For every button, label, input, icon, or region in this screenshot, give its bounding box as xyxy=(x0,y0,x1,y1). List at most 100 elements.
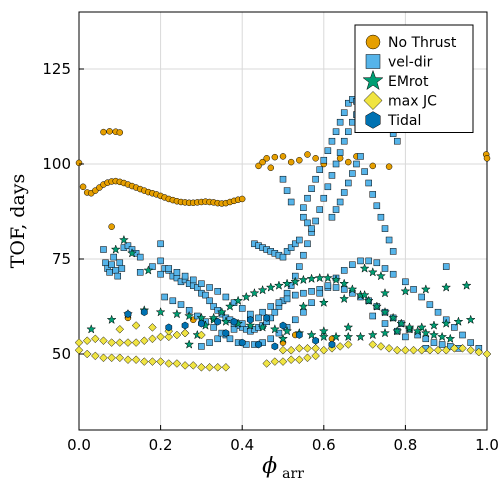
data-point-max-jc xyxy=(295,344,304,353)
data-point-vel-dir xyxy=(365,179,372,187)
data-point-emrot xyxy=(220,316,231,326)
data-point-max-jc xyxy=(278,357,288,366)
data-point-emrot xyxy=(367,267,378,277)
data-point-max-jc xyxy=(115,338,125,347)
data-point-tidal xyxy=(279,321,287,330)
data-point-vel-dir xyxy=(300,289,307,297)
data-point-vel-dir xyxy=(108,261,115,268)
data-point-vel-dir xyxy=(393,137,401,145)
data-point-vel-dir xyxy=(402,333,409,341)
data-point-no-thrust xyxy=(255,162,262,170)
data-point-vel-dir xyxy=(332,128,340,135)
data-point-max-jc xyxy=(482,349,492,359)
data-point-max-jc xyxy=(213,363,222,372)
data-point-tidal xyxy=(124,310,132,318)
data-point-emrot xyxy=(298,274,309,285)
data-point-max-jc xyxy=(140,357,149,366)
data-point-tidal xyxy=(295,331,303,339)
data-point-max-jc xyxy=(278,345,288,355)
data-point-max-jc xyxy=(74,338,84,347)
data-point-vel-dir xyxy=(320,194,328,202)
data-point-max-jc xyxy=(99,353,108,363)
y-tick-label: 75 xyxy=(52,250,71,268)
data-point-max-jc xyxy=(270,357,280,366)
data-point-vel-dir xyxy=(157,240,164,248)
data-point-max-jc xyxy=(156,357,165,366)
data-point-vel-dir xyxy=(214,335,221,343)
data-point-emrot xyxy=(359,263,370,273)
data-point-max-jc xyxy=(344,340,353,349)
data-point-vel-dir xyxy=(230,326,238,333)
data-point-vel-dir xyxy=(451,324,458,331)
data-point-vel-dir xyxy=(287,244,295,251)
data-point-tidal xyxy=(140,308,148,317)
data-point-vel-dir xyxy=(345,128,352,135)
data-point-emrot xyxy=(388,312,399,323)
data-point-max-jc xyxy=(205,363,214,372)
data-point-max-jc xyxy=(197,363,206,372)
data-point-vel-dir xyxy=(279,175,287,183)
y-tick-label: 125 xyxy=(42,60,71,78)
data-point-emrot xyxy=(322,272,333,283)
data-point-vel-dir xyxy=(324,282,332,289)
axis-ticks xyxy=(78,68,488,430)
data-point-max-jc xyxy=(148,323,157,332)
legend-label-vel-dir: vel-dir xyxy=(388,55,433,71)
data-point-vel-dir xyxy=(328,172,336,179)
x-tick-labels: 0.0 0.2 0.4 0.6 0.8 1.0 xyxy=(67,436,499,454)
data-point-vel-dir xyxy=(308,185,315,192)
data-point-max-jc xyxy=(319,345,329,355)
data-point-vel-dir xyxy=(157,257,164,265)
data-point-emrot xyxy=(331,331,342,342)
data-point-vel-dir xyxy=(214,288,221,295)
data-point-emrot xyxy=(428,320,439,330)
data-point-emrot xyxy=(428,329,439,340)
data-point-emrot xyxy=(441,318,452,328)
data-point-no-thrust xyxy=(108,223,115,230)
data-point-emrot xyxy=(318,297,329,307)
data-point-emrot xyxy=(355,331,366,342)
data-point-vel-dir xyxy=(426,301,434,308)
y-axis-label: TOF, days xyxy=(7,174,29,269)
data-point-vel-dir xyxy=(300,251,307,259)
data-point-no-thrust xyxy=(385,163,393,170)
data-point-max-jc xyxy=(107,353,116,363)
data-point-vel-dir xyxy=(194,284,201,291)
data-point-no-thrust xyxy=(345,158,352,166)
data-point-vel-dir xyxy=(422,335,430,343)
data-point-max-jc xyxy=(286,355,296,364)
data-point-no-thrust xyxy=(106,128,113,135)
data-point-vel-dir xyxy=(271,308,279,316)
data-point-vel-dir xyxy=(340,189,348,196)
data-point-vel-dir xyxy=(353,160,360,168)
data-point-vel-dir xyxy=(149,263,156,270)
data-point-max-jc xyxy=(303,344,312,353)
data-point-vel-dir xyxy=(116,259,124,267)
data-point-no-thrust xyxy=(271,153,279,161)
x-axis-label-main: ϕ xyxy=(262,454,277,479)
data-point-emrot xyxy=(331,274,342,285)
data-point-emrot xyxy=(249,287,260,298)
data-point-vel-dir xyxy=(275,299,283,306)
data-point-tidal xyxy=(263,314,271,322)
data-point-vel-dir xyxy=(381,225,389,232)
data-point-emrot xyxy=(379,287,391,298)
data-point-max-jc xyxy=(384,344,394,353)
data-points xyxy=(74,96,492,372)
data-point-vel-dir xyxy=(106,269,113,276)
data-point-vel-dir xyxy=(283,187,291,194)
data-point-vel-dir xyxy=(385,236,393,244)
data-point-no-thrust xyxy=(287,158,295,166)
data-point-vel-dir xyxy=(442,263,450,270)
data-point-max-jc xyxy=(172,359,182,368)
data-point-emrot xyxy=(265,282,276,292)
data-point-vel-dir xyxy=(177,301,185,308)
data-point-vel-dir xyxy=(291,291,299,299)
data-point-vel-dir xyxy=(336,118,344,126)
data-point-emrot xyxy=(233,295,244,306)
data-point-emrot xyxy=(318,325,329,336)
y-tick-label: 100 xyxy=(42,155,71,173)
data-point-max-jc xyxy=(99,336,108,345)
data-point-max-jc xyxy=(441,345,451,355)
data-point-emrot xyxy=(208,312,219,323)
